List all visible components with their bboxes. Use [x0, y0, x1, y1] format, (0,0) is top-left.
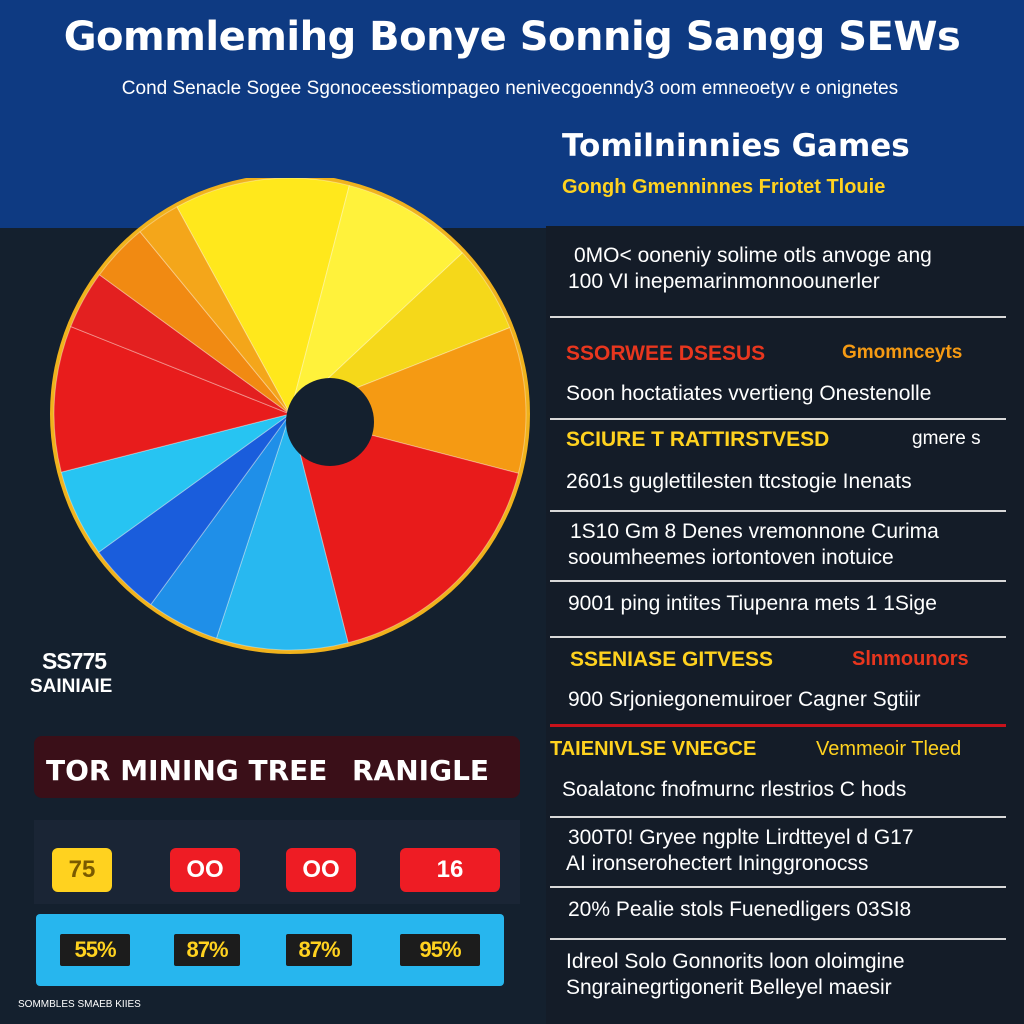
table-header-left: TOR MINING TREE — [46, 754, 328, 787]
list-line: 0MO< ooneniy solime otls anvoge ang — [574, 244, 932, 267]
right-heading: Tomilninnies Games — [562, 128, 910, 164]
divider — [550, 316, 1006, 318]
pie-chart — [40, 174, 540, 658]
pie-slice-0 — [176, 177, 350, 416]
section-tag: Slnmounors — [852, 648, 969, 670]
pie-side-value: SS775 — [42, 648, 107, 674]
list-line: Soon hoctatiates vvertieng Onestenolle — [566, 382, 932, 405]
stat-chip: 87% — [174, 934, 240, 966]
list-line: 300T0! Gryee ngplte Lirdtteyel d G17 — [568, 826, 914, 849]
list-line: 2601s guglettilesten ttcstogie Inenats — [566, 470, 912, 493]
pie-side-label: SAINIAIE — [30, 676, 113, 697]
pie-slice-2 — [289, 252, 511, 415]
section-tag: Gmomnceyts — [842, 342, 963, 363]
divider — [550, 816, 1006, 818]
pie-slice-9 — [53, 325, 292, 473]
pie-chart-svg — [50, 174, 530, 654]
divider — [550, 724, 1006, 727]
stat-chip: 87% — [286, 934, 352, 966]
value-badge: OO — [286, 848, 356, 892]
right-subheading: Gongh Gmenninnes Friotet Tlouie — [562, 176, 886, 198]
stat-chip: 95% — [400, 934, 480, 966]
list-line: sooumheemes iortontoven inotuice — [568, 546, 894, 569]
list-line: 1S10 Gm 8 Denes vremonnone Curima — [570, 520, 939, 543]
pie-slice-7 — [98, 413, 291, 606]
divider — [550, 886, 1006, 888]
pie-slice-4 — [289, 413, 520, 644]
list-line: Sngrainegrtigonerit Belleyel maesir — [566, 976, 892, 999]
header-band — [0, 0, 1024, 228]
section-tag: gmere s — [912, 428, 981, 449]
list-line: 100 VI inepemarinmonnoounerler — [568, 270, 880, 293]
value-badge: 16 — [400, 848, 500, 892]
footnote: SOMMBLES SMAEB KIIES — [18, 999, 141, 1010]
divider — [550, 636, 1006, 638]
table-header-right: RANIGLE — [352, 754, 490, 787]
section-heading: TAIENIVLSE VNEGCE — [550, 738, 757, 760]
pie-slice-11 — [98, 231, 291, 415]
value-badge: OO — [170, 848, 240, 892]
value-badge: 75 — [52, 848, 112, 892]
divider — [550, 938, 1006, 940]
section-heading: SSENIASE GITVESS — [570, 648, 774, 671]
list-line: Soalatonc fnofmurnc rlestrios C hods — [562, 778, 907, 801]
list-line: 20% Pealie stols Fuenedligers 03SI8 — [568, 898, 912, 921]
list-line: 9001 ping intites Tiupenra mets 1 1Sige — [568, 592, 937, 615]
pie-slice-12 — [139, 206, 291, 415]
section-tag: Vemmeoir Tleed — [816, 738, 962, 760]
pie-slice-3 — [288, 327, 527, 474]
section-heading: SCIURE T RATTIRSTVESD — [566, 428, 830, 451]
pie-slice-10 — [70, 274, 291, 415]
list-line: AI ironserohectert Ininggronocss — [566, 852, 869, 875]
pie-slice-1 — [289, 184, 464, 416]
pie-slice-6 — [150, 413, 291, 639]
pie-slice-8 — [60, 413, 291, 553]
pie-slice-5 — [215, 412, 349, 651]
right-panel — [546, 226, 1024, 1024]
page-title: Gommlemihg Bonye Sonnig Sangg SEWs — [63, 14, 961, 60]
divider — [550, 510, 1006, 512]
table-header: TOR MINING TREE RANIGLE — [34, 736, 520, 798]
pie-hole — [286, 378, 374, 466]
section-heading: SSORWEE DSESUS — [566, 342, 766, 365]
divider — [550, 580, 1006, 582]
divider — [550, 418, 1006, 420]
page-subtitle: Cond Senacle Sogee Sgonoceesstiompageo n… — [121, 78, 899, 99]
list-line: Idreol Solo Gonnorits loon oloimgine — [566, 950, 905, 973]
stat-chip: 55% — [60, 934, 130, 966]
list-line: 900 Srjoniegonemuiroer Cagner Sgtiir — [568, 688, 921, 711]
